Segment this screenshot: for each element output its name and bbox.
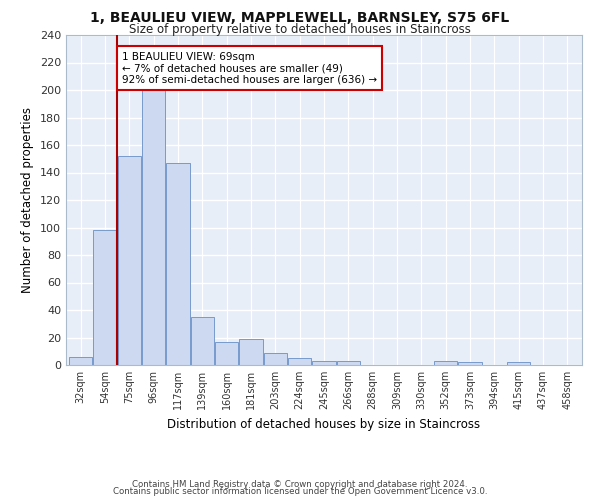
Bar <box>191 317 214 365</box>
Text: Size of property relative to detached houses in Staincross: Size of property relative to detached ho… <box>129 22 471 36</box>
Bar <box>94 230 116 365</box>
Bar <box>215 342 238 365</box>
Bar <box>142 90 165 365</box>
Bar <box>507 362 530 365</box>
Text: Contains HM Land Registry data © Crown copyright and database right 2024.: Contains HM Land Registry data © Crown c… <box>132 480 468 489</box>
Bar <box>288 358 311 365</box>
Bar <box>434 361 457 365</box>
Bar <box>337 361 360 365</box>
Bar <box>313 361 335 365</box>
Bar <box>239 339 263 365</box>
Bar <box>69 357 92 365</box>
Y-axis label: Number of detached properties: Number of detached properties <box>22 107 34 293</box>
Text: 1, BEAULIEU VIEW, MAPPLEWELL, BARNSLEY, S75 6FL: 1, BEAULIEU VIEW, MAPPLEWELL, BARNSLEY, … <box>91 11 509 25</box>
Bar <box>458 362 482 365</box>
Text: 1 BEAULIEU VIEW: 69sqm
← 7% of detached houses are smaller (49)
92% of semi-deta: 1 BEAULIEU VIEW: 69sqm ← 7% of detached … <box>122 52 377 84</box>
X-axis label: Distribution of detached houses by size in Staincross: Distribution of detached houses by size … <box>167 418 481 430</box>
Bar <box>118 156 141 365</box>
Bar <box>264 352 287 365</box>
Text: Contains public sector information licensed under the Open Government Licence v3: Contains public sector information licen… <box>113 487 487 496</box>
Bar <box>166 163 190 365</box>
